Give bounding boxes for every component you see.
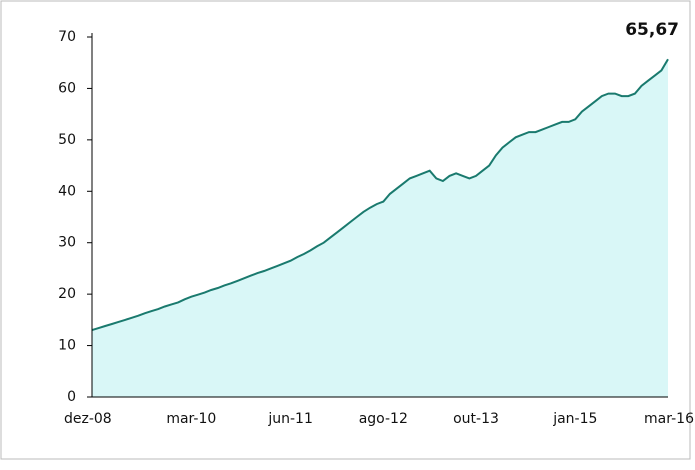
x-tick-label: jan-15 <box>552 411 597 427</box>
x-tick-label: mar-10 <box>166 411 216 427</box>
y-tick-label: 20 <box>58 286 76 302</box>
x-tick-label: ago-12 <box>359 411 408 427</box>
value-label: 65,67 <box>625 20 679 40</box>
y-tick-label: 30 <box>58 235 76 251</box>
x-tick-label: mar-16 <box>644 411 694 427</box>
y-tick-label: 10 <box>58 338 76 354</box>
x-tick-label: dez-08 <box>64 411 112 427</box>
y-tick-label: 70 <box>58 29 76 45</box>
line <box>91 58 669 332</box>
y-tick-label: 50 <box>58 132 76 148</box>
x-tick-label: out-13 <box>453 411 499 427</box>
x-tick-label: jun-11 <box>267 411 313 427</box>
y-tick-label: 40 <box>58 183 76 199</box>
area-fill <box>92 59 668 398</box>
y-tick-label: 0 <box>67 389 76 405</box>
y-tick-label: 60 <box>58 80 76 96</box>
